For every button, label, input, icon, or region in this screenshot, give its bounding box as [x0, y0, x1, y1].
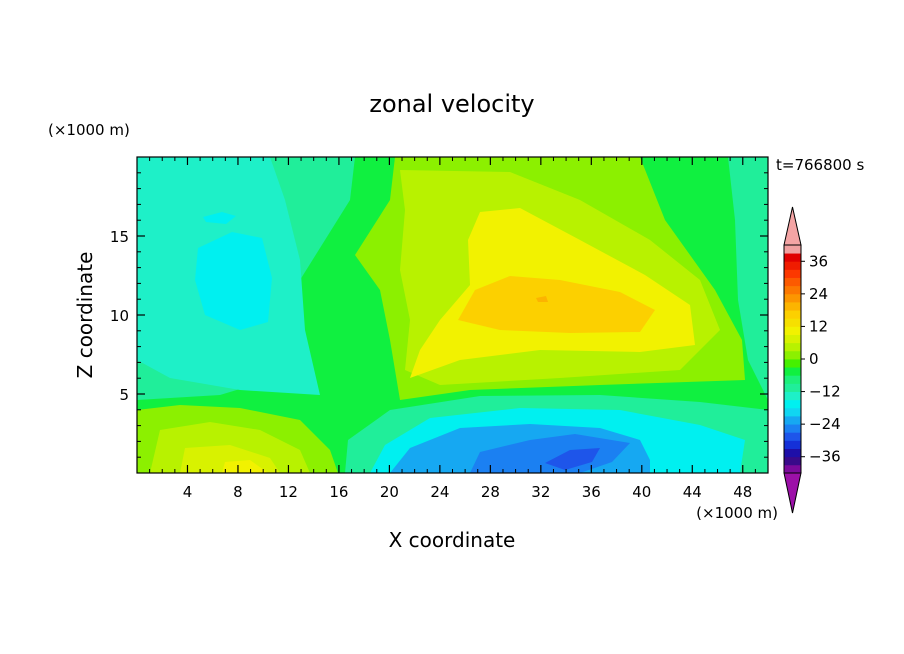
colorbar-swatch: [784, 448, 801, 458]
x-tick-label: 16: [329, 483, 348, 501]
colorbar-swatch: [784, 326, 801, 335]
colorbar-swatch: [784, 407, 801, 417]
colorbar-swatch: [784, 285, 801, 295]
x-tick-label: 8: [233, 483, 243, 501]
x-axis-label: X coordinate: [389, 528, 516, 552]
colorbar-tick-label: −36: [809, 448, 841, 466]
colorbar-under-arrow: [783, 472, 802, 514]
colorbar-swatch: [784, 253, 801, 262]
colorbar: 36 24 12 0 −12 −24 −36: [783, 206, 841, 514]
colorbar-swatch: [784, 269, 801, 278]
colorbar-swatch: [784, 367, 801, 376]
colorbar-swatch: [784, 399, 801, 409]
colorbar-swatch: [784, 310, 801, 319]
x-axis-ticks: 4 8 12 16 20 24 28 32 36 40 44 48: [149, 157, 756, 501]
colorbar-swatch: [784, 277, 801, 287]
x-tick-label: 48: [733, 483, 752, 501]
x-tick-label: 32: [531, 483, 550, 501]
x-units-label: (×1000 m): [696, 504, 778, 522]
y-tick-label: 15: [110, 228, 129, 246]
x-tick-label: 24: [430, 483, 449, 501]
colorbar-swatch: [784, 416, 801, 425]
y-tick-label: 5: [119, 386, 129, 404]
colorbar-swatch: [784, 318, 801, 327]
contour-central-peak: [536, 296, 548, 302]
colorbar-swatch: [784, 342, 801, 352]
colorbar-swatch: [784, 359, 801, 368]
colorbar-swatch: [784, 432, 801, 441]
contour-east-edge: [728, 157, 768, 400]
colorbar-swatch: [784, 261, 801, 270]
y-tick-label: 10: [110, 307, 129, 325]
colorbar-tick-label: 0: [809, 350, 819, 368]
colorbar-swatch: [784, 334, 801, 344]
x-tick-label: 4: [183, 483, 193, 501]
contour-lowlevel-core: [470, 434, 630, 473]
colorbar-swatch: [784, 456, 801, 466]
x-tick-label: 12: [279, 483, 298, 501]
colorbar-swatch: [784, 302, 801, 311]
colorbar-swatch: [784, 391, 801, 401]
chart-title: zonal velocity: [369, 90, 534, 118]
x-tick-label: 20: [380, 483, 399, 501]
x-tick-label: 36: [582, 483, 601, 501]
contour-west-small-cell: [203, 212, 236, 224]
colorbar-swatch: [784, 424, 801, 433]
y-axis-ticks: 5 10 15: [110, 172, 768, 458]
colorbar-swatch: [784, 375, 801, 384]
contour-lowlevel-peak: [545, 448, 600, 470]
y-units-label: (×1000 m): [48, 121, 130, 139]
colorbar-tick-label: 36: [809, 252, 828, 270]
colorbar-swatch: [784, 293, 801, 303]
colorbar-swatch: [784, 383, 801, 392]
contour-southwest-core: [222, 460, 268, 473]
colorbar-swatch: [784, 245, 801, 254]
x-tick-label: 40: [632, 483, 651, 501]
x-tick-label: 44: [683, 483, 702, 501]
colorbar-over-arrow: [783, 206, 802, 246]
colorbar-tick-label: 24: [809, 285, 828, 303]
x-tick-label: 28: [481, 483, 500, 501]
y-axis-label: Z coordinate: [73, 252, 97, 379]
plot-area: [137, 157, 768, 473]
time-label: t=766800 s: [776, 156, 864, 174]
colorbar-tick-label: −12: [809, 383, 841, 401]
colorbar-swatch: [784, 464, 801, 474]
colorbar-tick-label: −24: [809, 415, 841, 433]
colorbar-swatch: [784, 350, 801, 360]
contour-west-negative-inner: [195, 232, 272, 330]
contour-central-core: [458, 276, 655, 333]
colorbar-tick-label: 12: [809, 317, 828, 335]
colorbar-swatch: [784, 440, 801, 449]
